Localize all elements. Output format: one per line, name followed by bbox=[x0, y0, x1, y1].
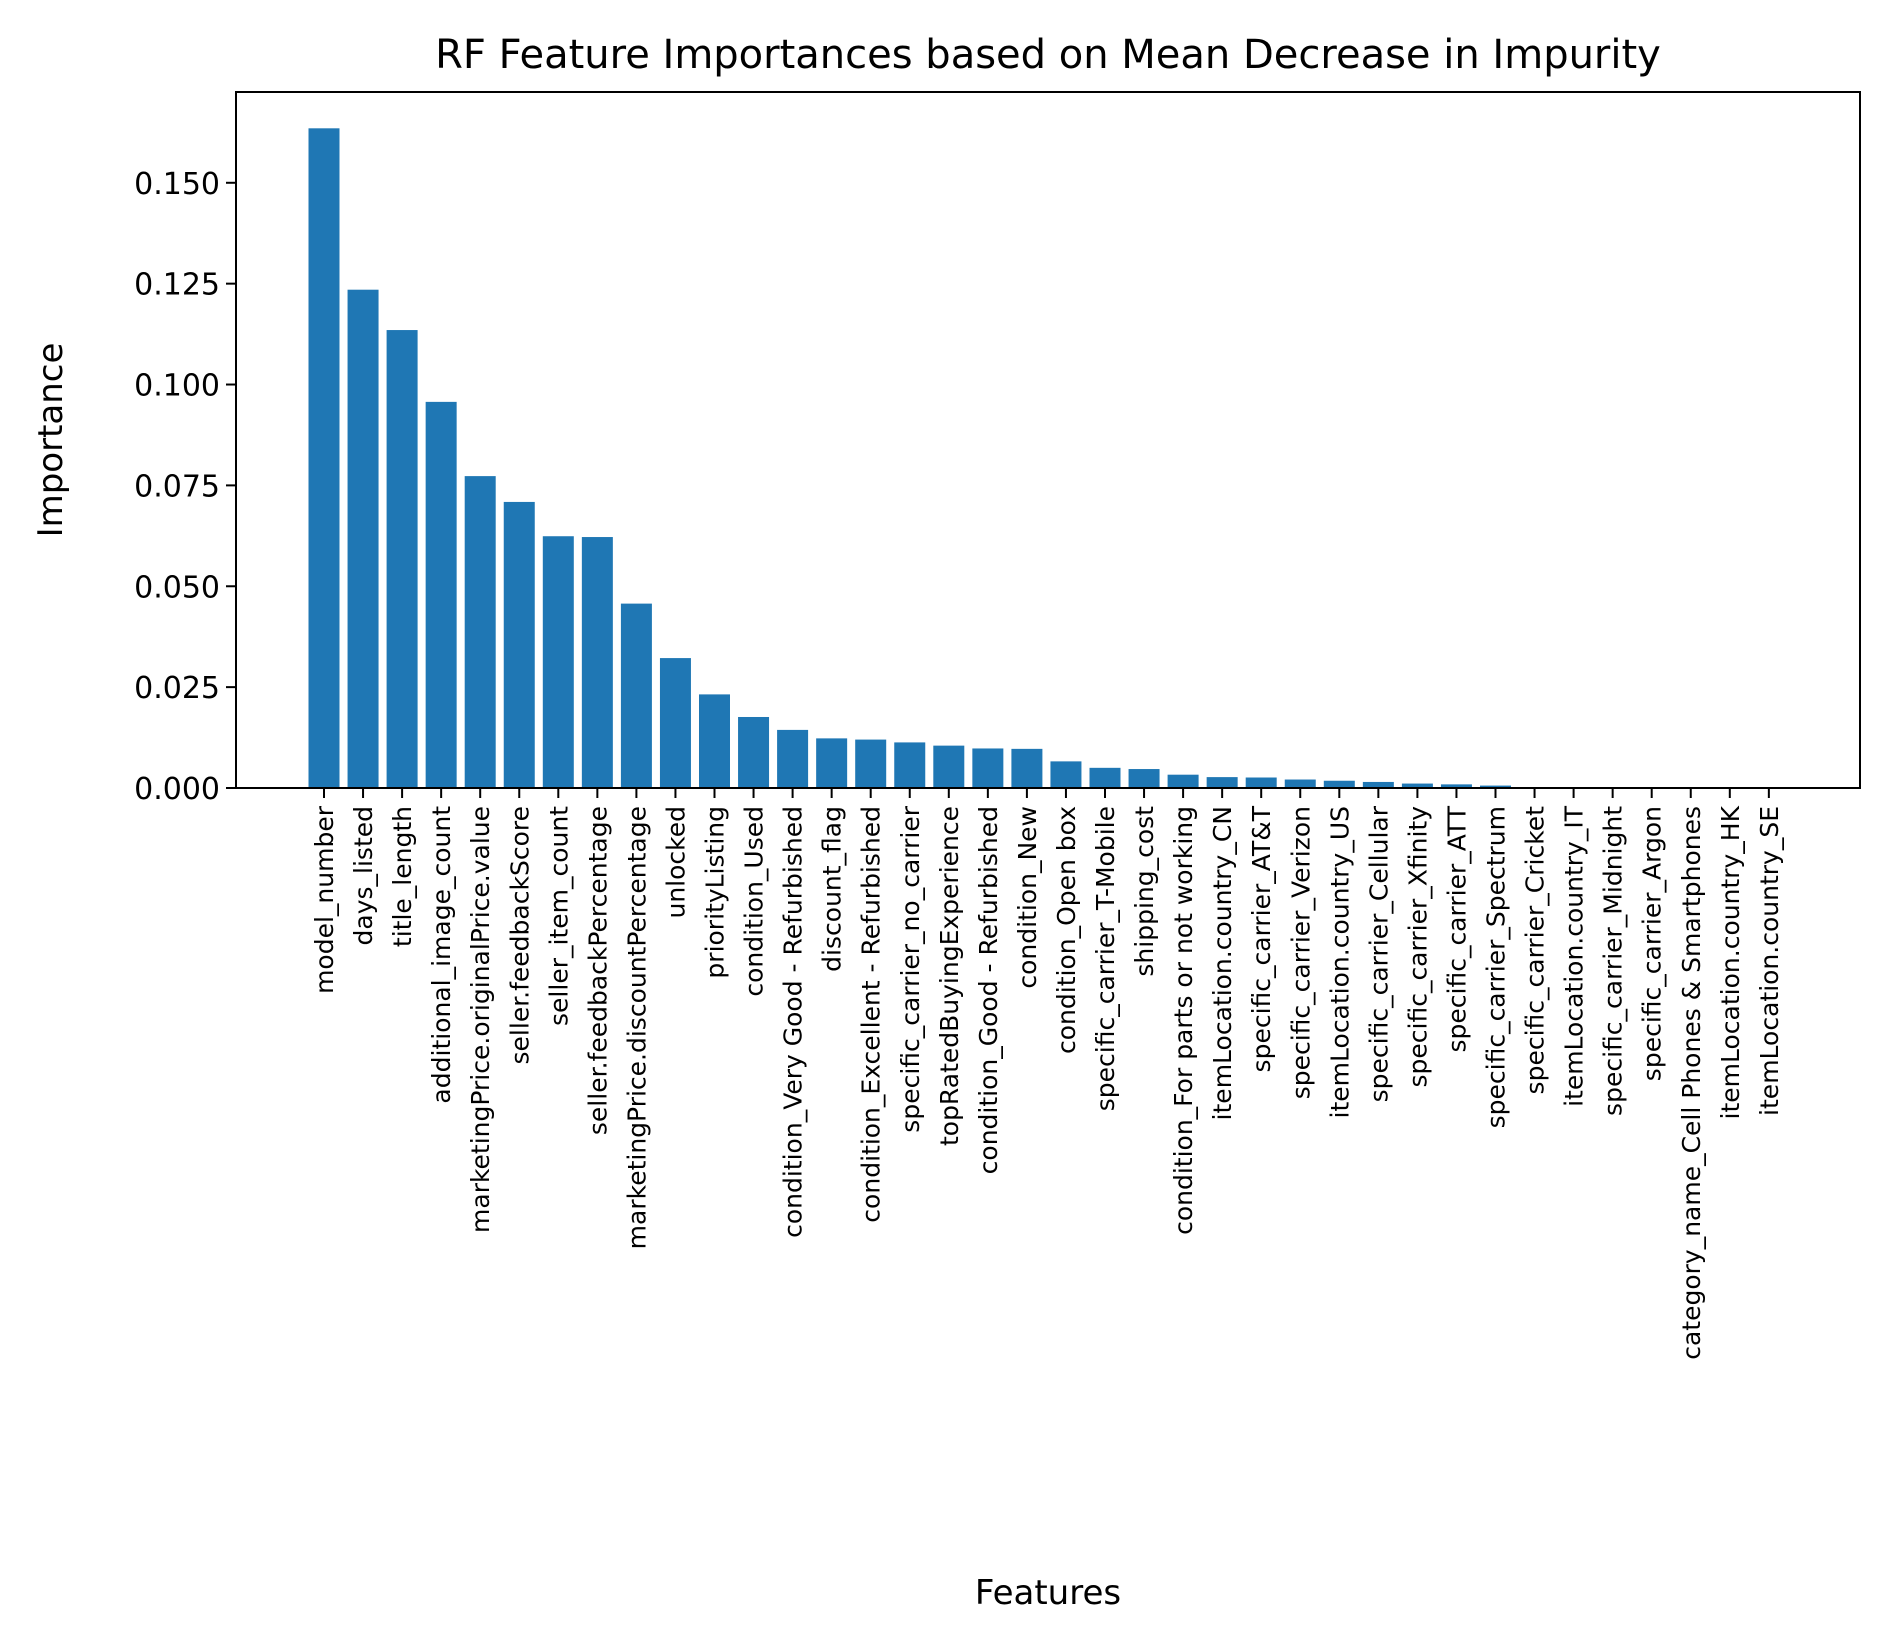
bar-condition-new bbox=[1011, 748, 1043, 788]
x-tick-label: topRatedBuyingExperience bbox=[935, 806, 964, 1146]
x-tick-label: itemLocation.country_CN bbox=[1208, 806, 1237, 1120]
bar-shipping-cost bbox=[1128, 769, 1160, 788]
bar-specific-carrier-t-mobile bbox=[1089, 767, 1121, 788]
x-tick-label: priorityListing bbox=[701, 806, 730, 979]
bar-specific-carrier-no-carrier bbox=[894, 742, 926, 788]
bar-seller-feedbackscore bbox=[503, 501, 535, 788]
x-tick-label: seller.feedbackPercentage bbox=[583, 806, 612, 1135]
x-tick-label: specific_carrier_Cellular bbox=[1364, 805, 1393, 1102]
x-tick-label: shipping_cost bbox=[1130, 806, 1159, 977]
x-tick-label: condition_Used bbox=[740, 806, 769, 997]
x-tick-label: condition_Very Good - Refurbished bbox=[779, 806, 808, 1238]
x-tick-label: itemLocation.country_SE bbox=[1755, 806, 1784, 1116]
x-tick-label: specific_carrier_T-Mobile bbox=[1091, 806, 1120, 1111]
x-tick-label: specific_carrier_Midnight bbox=[1599, 806, 1628, 1116]
x-tick-label: specific_carrier_Spectrum bbox=[1482, 806, 1511, 1128]
x-tick-label: category_name_Cell Phones & Smartphones bbox=[1677, 806, 1706, 1360]
x-tick-label: discount_flag bbox=[818, 806, 847, 972]
y-axis-label: Importance bbox=[31, 343, 71, 538]
y-tick-label: 0.075 bbox=[134, 469, 220, 504]
x-tick-label: seller_item_count bbox=[544, 806, 573, 1026]
x-tick-label: specific_carrier_Argon bbox=[1638, 806, 1667, 1081]
bar-specific-carrier-att bbox=[1440, 784, 1472, 788]
x-tick-label: specific_carrier_no_carrier bbox=[896, 805, 925, 1132]
plot-frame bbox=[235, 91, 1861, 789]
x-tick-label: specific_carrier_Cricket bbox=[1521, 806, 1550, 1095]
bar-condition-open-box bbox=[1050, 761, 1082, 788]
x-tick-label: condition_Open box bbox=[1052, 806, 1081, 1054]
x-tick-label: marketingPrice.originalPrice.value bbox=[466, 806, 495, 1233]
bar-discount-flag bbox=[816, 738, 848, 788]
bar-days-listed bbox=[347, 289, 379, 788]
bar-itemlocation-country-us bbox=[1323, 780, 1355, 788]
bar-marketingprice-discountpercentage bbox=[620, 603, 652, 788]
y-tick-label: 0.100 bbox=[134, 369, 220, 404]
x-tick-label: condition_Excellent - Refurbished bbox=[857, 806, 886, 1223]
x-tick-label: condition_For parts or not working bbox=[1169, 806, 1198, 1235]
x-tick-label: specific_carrier_Xfinity bbox=[1403, 806, 1432, 1088]
bars-group bbox=[308, 128, 1668, 788]
x-tick-label: specific_carrier_ATT bbox=[1442, 805, 1471, 1052]
x-tick-label: days_listed bbox=[349, 806, 378, 945]
bar-additional-image-count bbox=[425, 401, 457, 788]
y-axis: 0.000 0.025 0.050 0.075 0.100 0.125 0.150 bbox=[134, 167, 236, 807]
x-tick-label: itemLocation.country_IT bbox=[1560, 805, 1589, 1107]
x-tick-label: seller.feedbackScore bbox=[505, 806, 534, 1064]
x-tick-label: specific_carrier_Verizon bbox=[1286, 806, 1315, 1099]
x-tick-label: specific_carrier_AT&T bbox=[1247, 805, 1276, 1072]
x-tick-label: condition_Good - Refurbished bbox=[974, 806, 1003, 1174]
bar-specific-carrier-at-t bbox=[1245, 777, 1277, 788]
y-tick-label: 0.025 bbox=[134, 671, 220, 706]
x-tick-label: additional_image_count bbox=[427, 806, 456, 1104]
x-tick-label: unlocked bbox=[661, 806, 690, 919]
x-tick-label: itemLocation.country_US bbox=[1325, 806, 1354, 1118]
x-tick-label: condition_New bbox=[1013, 806, 1042, 989]
bar-itemlocation-country-cn bbox=[1206, 777, 1238, 788]
x-tick-label: model_number bbox=[310, 805, 339, 994]
bar-specific-carrier-spectrum bbox=[1480, 785, 1511, 788]
bar-topratedbuyingexperience bbox=[933, 745, 965, 788]
y-tick-label: 0.000 bbox=[134, 772, 220, 807]
y-tick-label: 0.125 bbox=[134, 268, 220, 303]
bar-condition-excellent-refurbished bbox=[855, 739, 887, 788]
x-axis: model_number days_listed title_length addit… bbox=[310, 788, 1784, 1360]
bar-model-number bbox=[308, 128, 340, 788]
x-tick-label: itemLocation.country_HK bbox=[1716, 805, 1745, 1119]
bar-specific-carrier-verizon bbox=[1284, 779, 1316, 788]
y-tick-label: 0.050 bbox=[134, 570, 220, 605]
chart-title: RF Feature Importances based on Mean Dec… bbox=[435, 32, 1661, 78]
bar-specific-carrier-xfinity bbox=[1401, 783, 1433, 788]
bar-condition-good-refurbished bbox=[972, 748, 1004, 788]
bar-prioritylisting bbox=[699, 694, 730, 788]
bar-marketingprice-originalprice-value bbox=[464, 476, 496, 788]
bar-condition-very-good-refurbished bbox=[777, 729, 809, 788]
bar-condition-used bbox=[738, 716, 770, 788]
x-tick-label: marketingPrice.discountPercentage bbox=[622, 806, 651, 1249]
bar-specific-carrier-cellular bbox=[1362, 781, 1394, 788]
bar-seller-item-count bbox=[542, 536, 574, 788]
bar-condition-for-parts-or-not-working bbox=[1167, 774, 1199, 788]
x-tick-label: title_length bbox=[388, 806, 417, 947]
y-tick-label: 0.150 bbox=[134, 167, 220, 202]
bar-seller-feedbackpercentage bbox=[581, 537, 613, 788]
bar-title-length bbox=[386, 330, 418, 788]
bar-unlocked bbox=[659, 658, 691, 788]
x-axis-label: Features bbox=[975, 1573, 1121, 1613]
